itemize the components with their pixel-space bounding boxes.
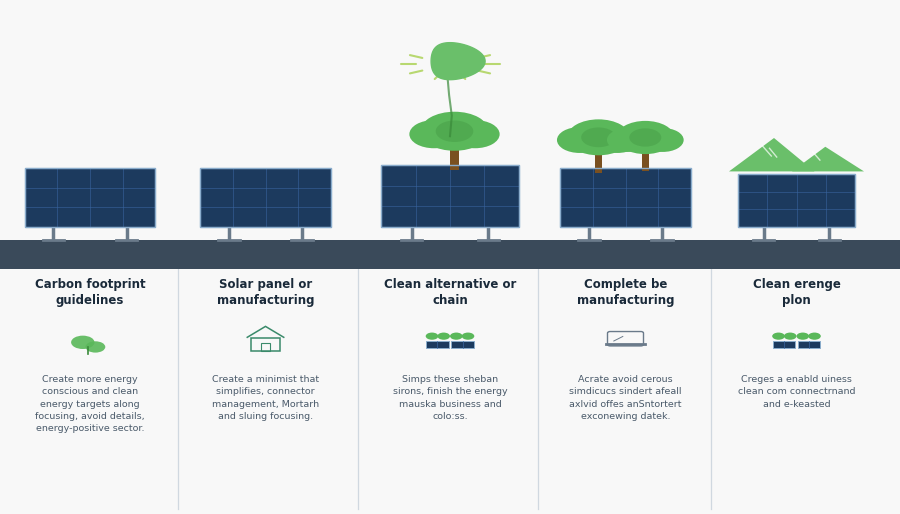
Circle shape	[595, 127, 640, 153]
Text: Complete be
manufacturing: Complete be manufacturing	[577, 278, 674, 307]
FancyBboxPatch shape	[798, 341, 821, 348]
Circle shape	[426, 333, 438, 340]
Circle shape	[557, 127, 602, 153]
Circle shape	[581, 127, 616, 147]
Circle shape	[462, 333, 474, 340]
Text: Create more energy
conscious and clean
energy targets along
focusing, avoid deta: Create more energy conscious and clean e…	[35, 375, 145, 433]
FancyBboxPatch shape	[200, 168, 330, 227]
Circle shape	[450, 120, 500, 148]
FancyBboxPatch shape	[560, 168, 691, 227]
Polygon shape	[443, 64, 457, 74]
Circle shape	[410, 120, 459, 148]
FancyBboxPatch shape	[451, 142, 459, 170]
FancyBboxPatch shape	[642, 146, 649, 171]
Circle shape	[607, 128, 649, 152]
Circle shape	[642, 128, 684, 152]
Circle shape	[629, 128, 661, 146]
Text: Create a minimist that
simplifies, connector
management, Mortarh
and sluing focu: Create a minimist that simplifies, conne…	[212, 375, 320, 420]
Circle shape	[808, 333, 821, 340]
Circle shape	[784, 333, 796, 340]
Circle shape	[772, 333, 785, 340]
Circle shape	[796, 333, 809, 340]
Circle shape	[71, 336, 94, 349]
FancyBboxPatch shape	[595, 147, 602, 173]
Circle shape	[567, 119, 630, 155]
Circle shape	[420, 112, 489, 151]
FancyBboxPatch shape	[25, 168, 155, 227]
FancyBboxPatch shape	[452, 341, 474, 348]
Polygon shape	[431, 43, 485, 80]
Text: Simps these sheban
sirons, finish the energy
mauska business and
colo:ss.: Simps these sheban sirons, finish the en…	[392, 375, 508, 420]
FancyBboxPatch shape	[738, 174, 855, 227]
Circle shape	[450, 333, 463, 340]
FancyBboxPatch shape	[0, 240, 900, 269]
Text: Clean erenge
plon: Clean erenge plon	[752, 278, 841, 307]
Polygon shape	[729, 138, 814, 171]
Circle shape	[616, 121, 674, 154]
Text: Solar panel or
manufacturing: Solar panel or manufacturing	[217, 278, 314, 307]
Circle shape	[436, 120, 473, 142]
FancyBboxPatch shape	[382, 165, 518, 227]
FancyBboxPatch shape	[427, 341, 448, 348]
Circle shape	[437, 333, 450, 340]
Text: Creges a enabld uiness
clean com connectrnand
and e-keasted: Creges a enabld uiness clean com connect…	[738, 375, 855, 409]
Text: Carbon footprint
guidelines: Carbon footprint guidelines	[35, 278, 145, 307]
Circle shape	[86, 341, 105, 353]
Text: Clean alternative or
chain: Clean alternative or chain	[383, 278, 517, 307]
Text: Acrate avoid cerous
simdicucs sindert afeall
axlvid offes anSntortert
exconewing: Acrate avoid cerous simdicucs sindert af…	[569, 375, 682, 420]
FancyBboxPatch shape	[773, 341, 796, 348]
Polygon shape	[792, 146, 864, 171]
